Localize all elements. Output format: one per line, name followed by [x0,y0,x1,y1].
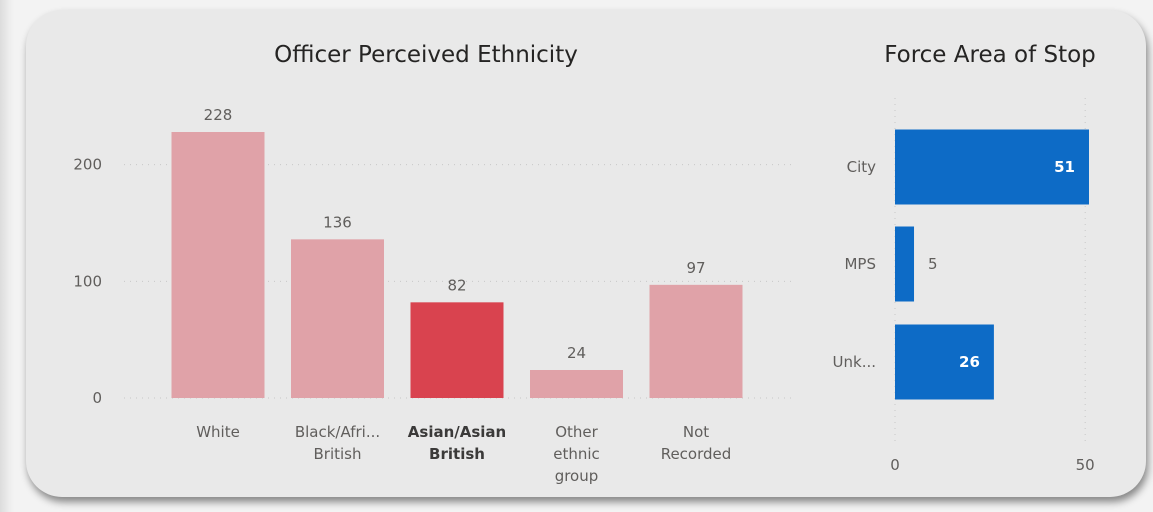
x-tick-label: British [429,445,485,463]
y-tick-label: MPS [844,255,876,273]
y-tick-label: 200 [73,156,102,174]
force-area-data-labels: 51 5 26 [928,158,1075,371]
force-area-chart: Force Area of Stop 51 5 26 City MPS Unk... 0… [833,42,1096,474]
force-area-chart-title: Force Area of Stop [884,42,1096,68]
ethnicity-x-axis: White Black/Afri... British Asian/Asian Brit… [196,423,731,485]
left-edge-shadow [0,0,14,512]
charts-canvas: Officer Perceived Ethnicity 0 100 200 228 1… [73,42,1096,485]
bar[interactable] [895,226,915,302]
x-tick-label: 50 [1076,456,1095,474]
ethnicity-bars [171,132,743,398]
x-tick-label: Asian/Asian [408,423,506,441]
x-tick-label: British [314,445,362,463]
data-label: 228 [204,106,233,124]
x-tick-label: Not [683,423,709,441]
bar[interactable] [171,132,265,398]
ethnicity-chart: Officer Perceived Ethnicity 0 100 200 228 1… [73,42,791,485]
data-label: 136 [323,213,352,231]
ethnicity-data-labels: 228 136 82 24 97 [204,106,706,362]
x-tick-label: White [196,423,240,441]
data-label: 82 [447,276,466,294]
x-tick-label: group [555,467,599,485]
y-tick-label: 100 [73,272,102,290]
data-label: 24 [567,344,586,362]
y-tick-label: 0 [92,389,102,407]
bar[interactable] [895,129,1089,205]
bar[interactable] [410,302,504,398]
data-label: 97 [686,259,705,277]
x-tick-label: Other [555,423,598,441]
visual-card: Officer Perceived Ethnicity 0 100 200 228 1… [26,10,1146,497]
bar[interactable] [530,370,623,398]
ethnicity-chart-title: Officer Perceived Ethnicity [274,42,578,68]
bar[interactable] [649,284,743,398]
bar[interactable] [895,324,994,400]
force-area-bars [895,129,1089,400]
force-area-x-axis: 0 50 [890,456,1095,474]
x-tick-label: Recorded [661,445,732,463]
x-tick-label: Black/Afri... [295,423,380,441]
data-label: 51 [1054,158,1075,176]
x-tick-label: ethnic [553,445,600,463]
y-tick-label: Unk... [833,353,876,371]
y-tick-label: City [847,158,877,176]
ethnicity-y-axis: 0 100 200 [73,156,102,407]
force-area-y-axis: City MPS Unk... [833,158,877,371]
data-label: 26 [959,353,980,371]
data-label: 5 [928,255,938,273]
x-tick-label: 0 [890,456,900,474]
bar[interactable] [291,239,384,398]
